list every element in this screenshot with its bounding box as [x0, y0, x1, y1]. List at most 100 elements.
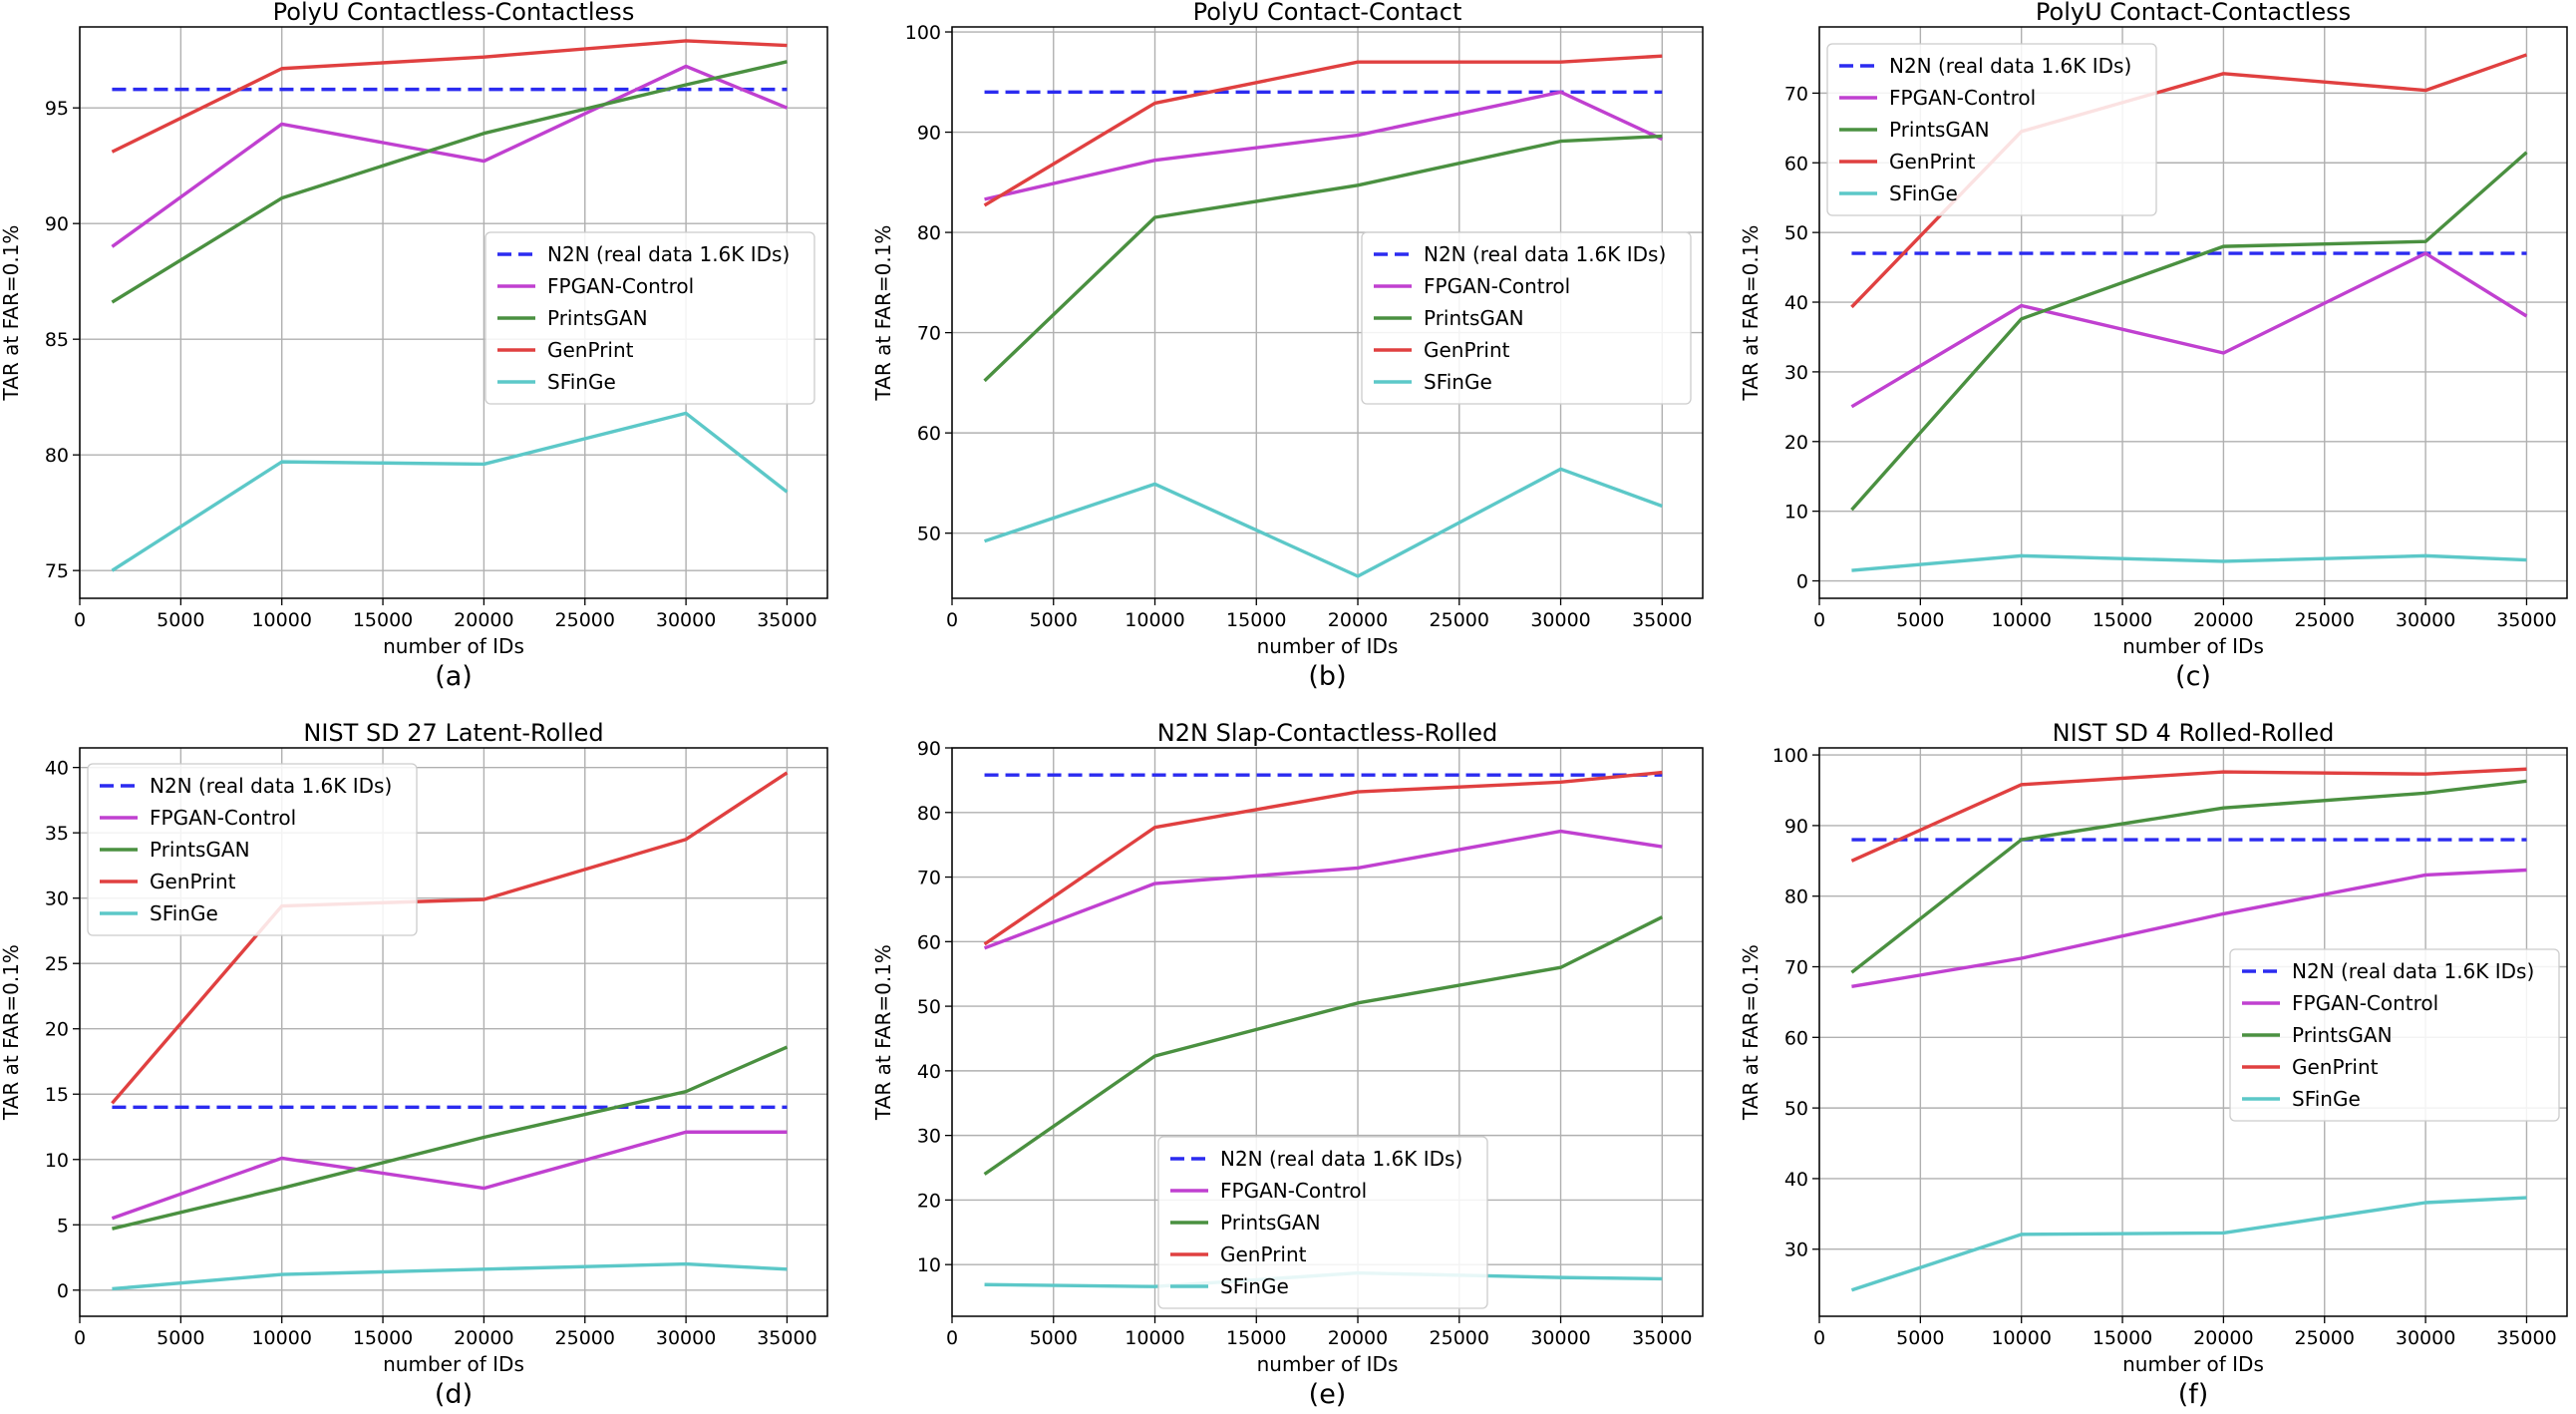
y-tick-label: 40 [45, 758, 69, 780]
legend-label: FPGAN-Control [1889, 86, 2036, 110]
chart-title: NIST SD 4 Rolled-Rolled [2053, 719, 2335, 747]
y-tick-label: 40 [1784, 292, 1808, 314]
legend-label: PrintsGAN [150, 838, 250, 862]
x-tick-label: 35000 [2496, 609, 2556, 631]
series-line [1851, 868, 2527, 989]
y-tick-label: 0 [1796, 571, 1808, 593]
x-axis-label: number of IDs [2122, 634, 2264, 658]
series-line [983, 915, 1664, 1176]
x-tick-label: 10000 [1991, 1327, 2051, 1349]
chart-panel: 0 5000 10000 15000 20000 25000 30000 35000 30 40 5… [1739, 719, 2568, 1410]
legend-box [87, 763, 418, 936]
legend: N2N (real data 1.6K IDs) FPGAN-Control Pri… [2229, 948, 2560, 1122]
series-line [112, 1261, 788, 1291]
x-tick-label: 30000 [2396, 609, 2455, 631]
x-tick-label: 5000 [1030, 609, 1078, 631]
x-tick-label: 25000 [2295, 609, 2355, 631]
x-axis-label: number of IDs [1257, 634, 1399, 658]
legend-label: SFinGe [1220, 1274, 1289, 1298]
y-tick-label: 20 [917, 1190, 941, 1212]
y-tick-label: 30 [45, 888, 69, 910]
legend-label: PrintsGAN [1424, 306, 1524, 330]
y-tick-label: 40 [917, 1061, 941, 1083]
chart-title: PolyU Contact-Contact [1193, 0, 1462, 26]
y-tick-label: 70 [917, 868, 941, 889]
x-tick-label: 30000 [2396, 1327, 2455, 1349]
legend-label: SFinGe [547, 370, 616, 394]
legend-label: PrintsGAN [547, 306, 648, 330]
legend-label: FPGAN-Control [1424, 274, 1570, 298]
y-tick-label: 85 [45, 329, 69, 351]
legend-label: PrintsGAN [2292, 1023, 2393, 1047]
x-tick-label: 0 [1813, 609, 1825, 631]
legend-label: FPGAN-Control [150, 806, 296, 830]
y-tick-label: 60 [917, 931, 941, 953]
legend: N2N (real data 1.6K IDs) FPGAN-Control Pri… [484, 231, 815, 405]
x-tick-label: 35000 [1632, 609, 1692, 631]
series-line [111, 411, 789, 572]
chart-title: N2N Slap-Contactless-Rolled [1157, 719, 1497, 747]
y-tick-label: 50 [1784, 1098, 1808, 1120]
series-line [983, 134, 1663, 383]
legend-label: N2N (real data 1.6K IDs) [150, 774, 392, 798]
x-tick-label: 10000 [251, 609, 311, 631]
x-tick-label: 35000 [757, 1327, 816, 1349]
legend: N2N (real data 1.6K IDs) FPGAN-Control Pri… [1157, 1136, 1488, 1309]
y-tick-label: 20 [1784, 432, 1808, 454]
legend-box [2229, 948, 2560, 1122]
x-tick-label: 30000 [656, 1327, 716, 1349]
x-tick-label: 15000 [353, 609, 413, 631]
x-tick-label: 20000 [1328, 609, 1388, 631]
y-tick-label: 10 [45, 1150, 69, 1172]
x-tick-label: 5000 [1896, 1327, 1944, 1349]
legend-label: FPGAN-Control [547, 274, 694, 298]
legend-label: N2N (real data 1.6K IDs) [1424, 242, 1666, 266]
y-tick-label: 90 [45, 213, 69, 235]
x-tick-label: 20000 [454, 1327, 513, 1349]
x-axis-label: number of IDs [1257, 1352, 1399, 1376]
series-line [983, 770, 1663, 946]
y-tick-label: 70 [1784, 957, 1808, 979]
legend: N2N (real data 1.6K IDs) FPGAN-Control Pri… [87, 763, 418, 936]
x-tick-label: 10000 [251, 1327, 311, 1349]
y-tick-label: 30 [1784, 1239, 1808, 1261]
legend-label: SFinGe [2292, 1087, 2361, 1111]
y-tick-label: 60 [917, 423, 941, 445]
legend: N2N (real data 1.6K IDs) FPGAN-Control Pri… [1361, 231, 1692, 405]
x-tick-label: 15000 [2093, 1327, 2152, 1349]
x-tick-label: 25000 [1430, 609, 1489, 631]
x-tick-label: 10000 [1125, 609, 1184, 631]
series-line [112, 1045, 789, 1231]
chart-title: PolyU Contact-Contactless [2036, 0, 2351, 26]
plot-area [1818, 26, 2568, 599]
x-tick-label: 30000 [656, 609, 716, 631]
plot-area [951, 26, 1704, 599]
legend-label: SFinGe [1889, 181, 1958, 205]
y-tick-label: 100 [905, 22, 941, 44]
x-tick-label: 5000 [1030, 1327, 1078, 1349]
y-tick-label: 20 [45, 1019, 69, 1041]
series-line [983, 54, 1663, 207]
y-tick-label: 80 [917, 222, 941, 244]
legend-label: PrintsGAN [1220, 1211, 1321, 1235]
x-tick-label: 20000 [2193, 609, 2253, 631]
legend-label: N2N (real data 1.6K IDs) [547, 242, 790, 266]
y-tick-label: 50 [917, 524, 941, 545]
series-line [1850, 1196, 2527, 1292]
y-tick-label: 80 [45, 445, 69, 467]
legend-label: N2N (real data 1.6K IDs) [1889, 54, 2131, 78]
x-tick-label: 0 [1813, 1327, 1825, 1349]
y-tick-label: 50 [917, 996, 941, 1018]
chart-title: PolyU Contactless-Contactless [273, 0, 635, 26]
y-axis-label: TAR at FAR=0.1% [871, 225, 895, 402]
y-tick-label: 80 [917, 803, 941, 825]
chart-panel: 0 5000 10000 15000 20000 25000 30000 35000 0 5 10 1… [0, 719, 828, 1410]
y-tick-label: 90 [1784, 816, 1808, 838]
x-tick-label: 15000 [2093, 609, 2152, 631]
x-tick-label: 20000 [1328, 1327, 1388, 1349]
series-line [111, 1130, 788, 1221]
y-axis-label: TAR at FAR=0.1% [0, 944, 23, 1121]
legend-label: SFinGe [1424, 370, 1492, 394]
y-tick-label: 25 [45, 953, 69, 975]
plot-area [79, 747, 828, 1317]
